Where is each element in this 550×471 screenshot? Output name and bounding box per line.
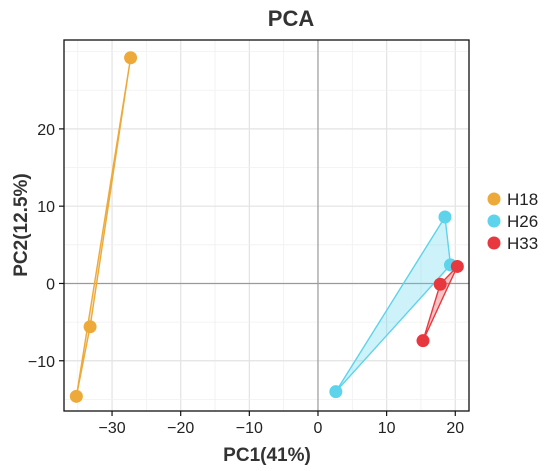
y-tick-label: 10 <box>37 199 55 216</box>
y-tick-label: 0 <box>46 276 55 293</box>
y-tick-label: 20 <box>37 122 55 139</box>
hull-h18 <box>75 57 132 397</box>
hulls <box>75 57 458 397</box>
data-points <box>69 51 464 403</box>
x-tick-label: −20 <box>167 420 194 437</box>
x-axis-title: PC1(41%) <box>223 445 311 466</box>
legend-marker-h18 <box>487 192 501 206</box>
hull-h33 <box>422 265 458 342</box>
x-tick-label: −10 <box>236 420 263 437</box>
grid <box>64 40 469 411</box>
hull-h26 <box>335 216 452 393</box>
plot-background <box>64 40 469 411</box>
data-point-h33 <box>450 259 464 273</box>
data-point-h18 <box>69 389 83 403</box>
data-point-h18 <box>83 320 97 334</box>
data-point-h33 <box>433 277 447 291</box>
legend-marker-h26 <box>487 214 501 228</box>
y-axis-title: PC2(12.5%) <box>11 173 32 277</box>
legend: H18 H26 H33 <box>487 190 538 253</box>
legend-label-h18: H18 <box>507 190 538 209</box>
legend-label-h26: H26 <box>507 212 538 231</box>
data-point-h33 <box>416 334 430 348</box>
legend-marker-h33 <box>487 236 501 250</box>
x-tick-label: 0 <box>314 420 323 437</box>
y-tick-label: −10 <box>28 354 55 371</box>
data-point-h26 <box>329 385 343 399</box>
chart-title: PCA <box>268 6 315 31</box>
x-tick-label: −30 <box>98 420 125 437</box>
x-tick-label: 20 <box>446 420 464 437</box>
y-axis-ticks: −10 0 10 20 <box>28 122 64 371</box>
data-point-h18 <box>124 51 138 65</box>
data-point-h26 <box>438 210 452 224</box>
plot-frame <box>63 39 470 412</box>
legend-label-h33: H33 <box>507 234 538 253</box>
x-axis-ticks: −30 −20 −10 0 10 20 <box>98 411 464 437</box>
x-tick-label: 10 <box>378 420 396 437</box>
